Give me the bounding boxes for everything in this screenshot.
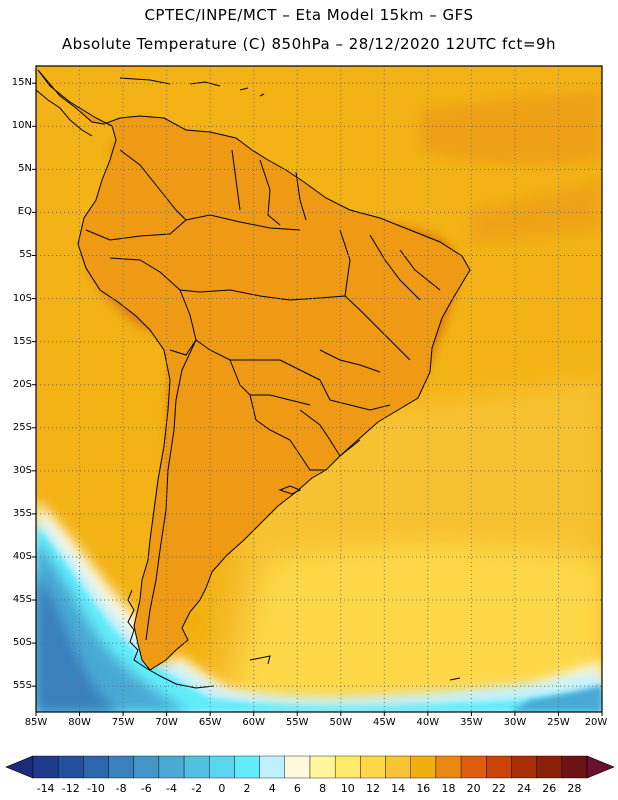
colorbar-swatch xyxy=(83,756,108,778)
colorbar-over-arrow xyxy=(587,756,614,778)
lat-label: 55S xyxy=(6,681,32,691)
lat-label: 5S xyxy=(6,250,32,260)
colorbar-swatch xyxy=(33,756,58,778)
colorbar-swatch xyxy=(310,756,335,778)
lon-label: 60W xyxy=(236,717,272,728)
colorbar-swatch xyxy=(260,756,285,778)
lon-label: 50W xyxy=(323,717,359,728)
colorbar-swatch xyxy=(486,756,511,778)
lat-label: 15N xyxy=(6,78,32,88)
colorbar-swatch xyxy=(411,756,436,778)
lon-label: 70W xyxy=(149,717,185,728)
colorbar-under-arrow xyxy=(6,756,33,778)
lon-label: 80W xyxy=(62,717,98,728)
lat-label: 10N xyxy=(6,121,32,131)
colorbar-swatch xyxy=(234,756,259,778)
lon-label: 85W xyxy=(18,717,54,728)
lon-label: 75W xyxy=(105,717,141,728)
lon-label: 20W xyxy=(578,717,614,728)
lat-label: 10S xyxy=(6,294,32,304)
colorbar-swatch xyxy=(537,756,562,778)
lon-label: 35W xyxy=(453,717,489,728)
colorbar-swatch xyxy=(562,756,587,778)
lat-label: EQ xyxy=(6,207,32,217)
colorbar-swatch xyxy=(386,756,411,778)
lat-label: 15S xyxy=(6,337,32,347)
lat-label: 20S xyxy=(6,380,32,390)
temperature-map xyxy=(0,0,618,800)
lon-label: 40W xyxy=(410,717,446,728)
colorbar-swatch xyxy=(134,756,159,778)
lon-label: 65W xyxy=(192,717,228,728)
lat-label: 30S xyxy=(6,466,32,476)
lat-label: 35S xyxy=(6,509,32,519)
colorbar-swatch xyxy=(109,756,134,778)
colorbar-swatch xyxy=(335,756,360,778)
lat-label: 25S xyxy=(6,423,32,433)
colorbar-swatch xyxy=(511,756,536,778)
colorbar-swatch xyxy=(461,756,486,778)
colorbar-swatch xyxy=(58,756,83,778)
colorbar-swatch xyxy=(360,756,385,778)
colorbar-label: 28 xyxy=(559,782,589,795)
colorbar-swatch xyxy=(184,756,209,778)
lon-label: 55W xyxy=(279,717,315,728)
lat-label: 40S xyxy=(6,552,32,562)
lat-label: 50S xyxy=(6,638,32,648)
colorbar-swatch xyxy=(159,756,184,778)
lon-label: 25W xyxy=(540,717,576,728)
lat-label: 45S xyxy=(6,595,32,605)
colorbar-swatch xyxy=(285,756,310,778)
colorbar-swatch xyxy=(209,756,234,778)
lat-label: 5N xyxy=(6,164,32,174)
lon-label: 30W xyxy=(497,717,533,728)
colorbar-swatch xyxy=(436,756,461,778)
lon-label: 45W xyxy=(366,717,402,728)
